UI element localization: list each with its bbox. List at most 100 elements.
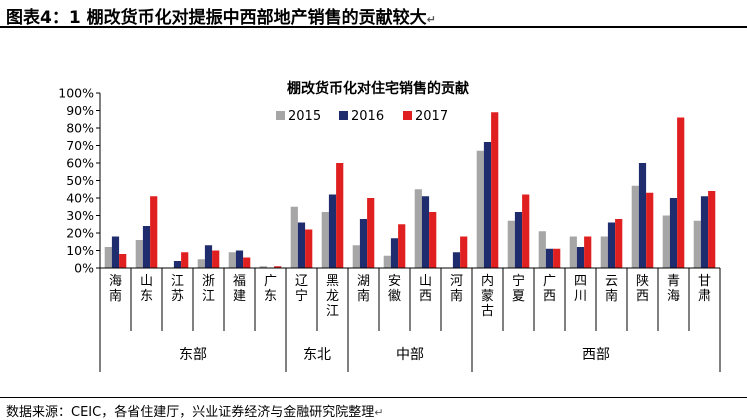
bar-广西-2015 bbox=[538, 231, 546, 268]
bar-海南-2017 bbox=[119, 254, 127, 268]
bar-湖南-2015 bbox=[352, 245, 360, 268]
chart-title: 棚改货币化对住宅销售的贡献 bbox=[287, 80, 469, 97]
bar-内蒙古-2015 bbox=[476, 150, 484, 268]
y-tick-label: 90% bbox=[66, 103, 94, 118]
bar-浙江-2015 bbox=[197, 259, 205, 268]
heading-rule bbox=[0, 26, 747, 28]
return-mark: ↵ bbox=[426, 13, 436, 26]
bar-江苏-2017 bbox=[181, 252, 189, 268]
bar-陕西-2017 bbox=[646, 192, 654, 268]
bar-陕西-2015 bbox=[631, 185, 639, 268]
return-mark: ↵ bbox=[374, 406, 384, 419]
bar-河南-2017 bbox=[460, 236, 468, 268]
bar-安徽-2016 bbox=[390, 238, 399, 268]
footer-rule bbox=[0, 397, 747, 398]
legend-label-2016: 2016 bbox=[351, 109, 384, 124]
y-tick-label: 50% bbox=[66, 173, 94, 188]
y-tick-label: 0% bbox=[74, 261, 94, 276]
group-label: 东部 bbox=[179, 347, 207, 363]
bar-广西-2017 bbox=[553, 248, 561, 268]
legend-swatch-2015 bbox=[276, 111, 285, 120]
bar-甘肃-2017 bbox=[708, 191, 716, 268]
y-tick-label: 40% bbox=[66, 191, 94, 206]
source-note-text: 数据来源：CEIC，各省住建厅，兴业证券经济与金融研究院整理 bbox=[6, 405, 375, 420]
x-tick-label: 陕西 bbox=[636, 274, 649, 304]
bar-广东-2017 bbox=[274, 266, 282, 268]
bar-山东-2015 bbox=[135, 240, 143, 268]
bar-湖南-2016 bbox=[359, 219, 368, 268]
bar-福建-2017 bbox=[243, 257, 251, 268]
bar-辽宁-2015 bbox=[290, 206, 298, 268]
plot-area: 0% 10% 20% 30% 40% 50% 60% 70% 80% 90% 100% 海南山东江苏浙… bbox=[58, 86, 721, 372]
bar-山西-2017 bbox=[429, 212, 437, 268]
bar-河南-2016 bbox=[452, 252, 461, 268]
x-tick-label: 福建 bbox=[233, 274, 246, 304]
bar-广东-2015 bbox=[259, 266, 267, 268]
x-tick-label: 海南 bbox=[109, 274, 122, 304]
bar-青海-2015 bbox=[662, 215, 670, 268]
bar-江苏-2016 bbox=[173, 261, 182, 268]
y-tick-label: 30% bbox=[66, 208, 94, 223]
x-tick-label: 辽宁 bbox=[295, 274, 308, 304]
bar-黑龙江-2015 bbox=[321, 212, 329, 268]
bar-四川-2015 bbox=[569, 236, 577, 268]
x-tick-label: 内蒙古 bbox=[481, 273, 494, 319]
bar-青海-2016 bbox=[669, 198, 678, 268]
bar-云南-2016 bbox=[607, 222, 616, 268]
source-note: 数据来源：CEIC，各省住建厅，兴业证券经济与金融研究院整理↵ bbox=[6, 401, 383, 420]
bar-海南-2015 bbox=[104, 247, 112, 268]
bar-四川-2017 bbox=[584, 236, 592, 268]
bar-宁夏-2016 bbox=[514, 212, 523, 268]
legend-swatch-2016 bbox=[339, 111, 348, 120]
x-tick-label: 广西 bbox=[543, 274, 556, 304]
bar-甘肃-2015 bbox=[693, 220, 701, 268]
x-tick-label: 甘肃 bbox=[698, 274, 711, 304]
bar-安徽-2017 bbox=[398, 224, 406, 268]
x-tick-label: 浙江 bbox=[202, 274, 215, 304]
y-tick-label: 100% bbox=[58, 86, 94, 101]
legend-label-2017: 2017 bbox=[415, 109, 448, 124]
x-tick-label: 云南 bbox=[605, 274, 618, 304]
x-tick-label: 江苏 bbox=[171, 274, 184, 304]
bar-山东-2017 bbox=[150, 196, 158, 268]
bar-浙江-2016 bbox=[204, 245, 213, 268]
bar-chart: 棚改货币化对住宅销售的贡献 2015 2016 2017 0% 10% 20% 30% 40… bbox=[58, 80, 721, 372]
y-tick-label: 70% bbox=[66, 138, 94, 153]
figure-heading: 图表4：1 棚改货币化对提振中西部地产销售的贡献较大↵ bbox=[6, 3, 436, 28]
x-tick-label: 宁夏 bbox=[512, 273, 525, 304]
bar-甘肃-2016 bbox=[700, 196, 709, 268]
bar-山西-2015 bbox=[414, 189, 422, 268]
group-label: 东北 bbox=[303, 347, 331, 363]
y-tick-label: 20% bbox=[66, 226, 94, 241]
y-tick-label: 10% bbox=[66, 243, 94, 258]
x-tick-label: 四川 bbox=[574, 274, 587, 304]
bar-辽宁-2017 bbox=[305, 229, 313, 268]
bar-福建-2016 bbox=[235, 250, 244, 268]
legend-label-2015: 2015 bbox=[288, 109, 321, 124]
x-tick-label: 河南 bbox=[450, 274, 463, 304]
x-tick-label: 山西 bbox=[419, 274, 432, 304]
bar-内蒙古-2017 bbox=[491, 112, 499, 268]
x-tick-label: 黑龙江 bbox=[326, 274, 339, 319]
bar-云南-2017 bbox=[615, 219, 623, 268]
x-tick-label: 安徽 bbox=[388, 274, 401, 304]
bar-辽宁-2016 bbox=[297, 222, 306, 268]
bar-内蒙古-2016 bbox=[483, 142, 492, 268]
bar-广西-2016 bbox=[545, 248, 554, 268]
bar-黑龙江-2017 bbox=[336, 163, 344, 268]
legend-swatch-2017 bbox=[403, 111, 412, 120]
bar-青海-2017 bbox=[677, 117, 685, 268]
bar-云南-2015 bbox=[600, 236, 608, 268]
x-tick-label: 山东 bbox=[140, 274, 153, 304]
bar-浙江-2017 bbox=[212, 250, 220, 268]
bar-湖南-2017 bbox=[367, 198, 375, 268]
group-label: 中部 bbox=[396, 347, 424, 363]
bar-海南-2016 bbox=[111, 236, 120, 268]
bar-安徽-2015 bbox=[383, 255, 391, 268]
x-tick-label: 湖南 bbox=[357, 274, 370, 304]
bar-山西-2016 bbox=[421, 196, 430, 268]
bar-黑龙江-2016 bbox=[328, 194, 337, 268]
bar-宁夏-2015 bbox=[507, 220, 515, 268]
bar-宁夏-2017 bbox=[522, 194, 530, 268]
group-label: 西部 bbox=[582, 347, 610, 363]
